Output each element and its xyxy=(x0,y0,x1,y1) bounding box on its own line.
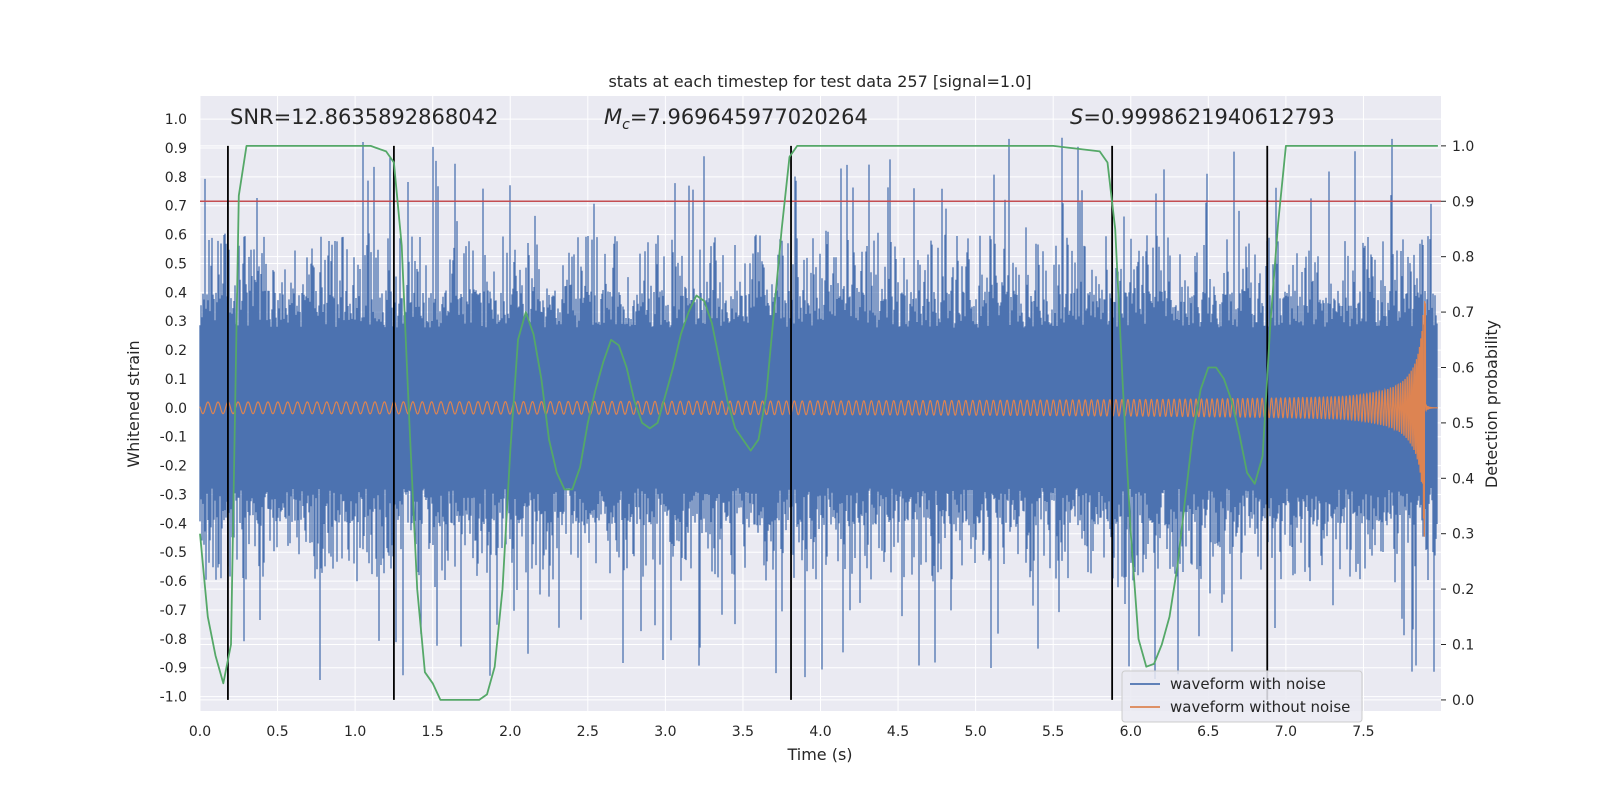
y2-tick-label: 0.3 xyxy=(1452,527,1474,543)
y2-tick-label: 0.6 xyxy=(1452,360,1474,376)
x-tick-label: 6.0 xyxy=(1120,724,1142,740)
y2-axis-label: Detection probability xyxy=(1482,320,1501,488)
x-tick-label: 2.5 xyxy=(577,724,599,740)
y2-tick-label: 0.4 xyxy=(1452,471,1474,487)
legend-label-noise: waveform with noise xyxy=(1170,675,1326,693)
y-tick-label: 0.0 xyxy=(165,401,187,417)
series-waveform-without-noise xyxy=(199,301,1438,537)
x-tick-label: 1.5 xyxy=(422,724,444,740)
y-tick-label: 0.3 xyxy=(165,314,187,330)
x-tick-label: 4.5 xyxy=(887,724,909,740)
legend: waveform with noise waveform without noi… xyxy=(1121,670,1363,723)
y2-tick-label: 1.0 xyxy=(1452,139,1474,155)
y-tick-label: 0.6 xyxy=(165,228,187,244)
chirp-mass-annotation: Mc=7.969645977020264 xyxy=(604,105,868,133)
x-tick-label: 7.5 xyxy=(1352,724,1374,740)
series-detection-probability xyxy=(199,144,1438,701)
x-tick-label: 0.5 xyxy=(266,724,288,740)
y-tick-label: -0.1 xyxy=(160,430,187,446)
x-tick-label: 6.5 xyxy=(1197,724,1219,740)
x-tick-label: 7.0 xyxy=(1275,724,1297,740)
x-tick-label: 3.5 xyxy=(732,724,754,740)
y-tick-label: 0.5 xyxy=(165,256,187,272)
y-tick-label: 0.1 xyxy=(165,372,187,388)
chart-title: stats at each timestep for test data 257… xyxy=(608,72,1031,91)
y2-tick-label: 0.7 xyxy=(1452,305,1474,321)
x-tick-label: 1.0 xyxy=(344,724,366,740)
x-tick-label: 5.0 xyxy=(964,724,986,740)
snr-annotation: SNR=12.8635892868042 xyxy=(230,105,498,129)
y-tick-label: 0.9 xyxy=(165,141,187,157)
y-tick-label: -0.5 xyxy=(160,545,187,561)
y-tick-label: -0.4 xyxy=(160,516,187,532)
ticks: 0.0 0.5 1.0 1.5 2.0 2.5 3.0 3.5 4.0 4.5 5.0 5.5 6.0 6… xyxy=(160,112,1475,740)
y-tick-label: -0.3 xyxy=(160,487,187,503)
y2-tick-label: 0.5 xyxy=(1452,416,1474,432)
y2-tick-label: 0.8 xyxy=(1452,250,1474,266)
x-tick-label: 4.0 xyxy=(809,724,831,740)
s-annotation: S=0.9998621940612793 xyxy=(1070,105,1335,129)
y-tick-label: -0.7 xyxy=(160,603,187,619)
x-tick-label: 5.5 xyxy=(1042,724,1064,740)
x-tick-label: 0.0 xyxy=(189,724,211,740)
y-tick-label: -0.8 xyxy=(160,632,187,648)
y-tick-label: -1.0 xyxy=(160,690,187,706)
legend-label-clean: waveform without noise xyxy=(1170,698,1350,716)
marks xyxy=(199,137,1441,701)
y-tick-label: -0.6 xyxy=(160,574,187,590)
legend-box xyxy=(1121,670,1363,723)
y-tick-label: 0.4 xyxy=(165,285,187,301)
y-tick-label: 0.2 xyxy=(165,343,187,359)
y2-tick-label: 0.9 xyxy=(1452,194,1474,210)
y-tick-label: -0.2 xyxy=(160,459,187,475)
y2-tick-label: 0.2 xyxy=(1452,582,1474,598)
y-tick-label: 0.7 xyxy=(165,199,187,215)
y-tick-label: 1.0 xyxy=(165,112,187,128)
x-tick-label: 3.0 xyxy=(654,724,676,740)
y2-tick-label: 0.0 xyxy=(1452,693,1474,709)
y2-tick-label: 0.1 xyxy=(1452,638,1474,654)
x-tick-label: 2.0 xyxy=(499,724,521,740)
y-tick-label: -0.9 xyxy=(160,661,187,677)
x-axis-label: Time (s) xyxy=(786,745,852,764)
y-axis-label: Whitened strain xyxy=(124,340,143,467)
y-tick-label: 0.8 xyxy=(165,170,187,186)
